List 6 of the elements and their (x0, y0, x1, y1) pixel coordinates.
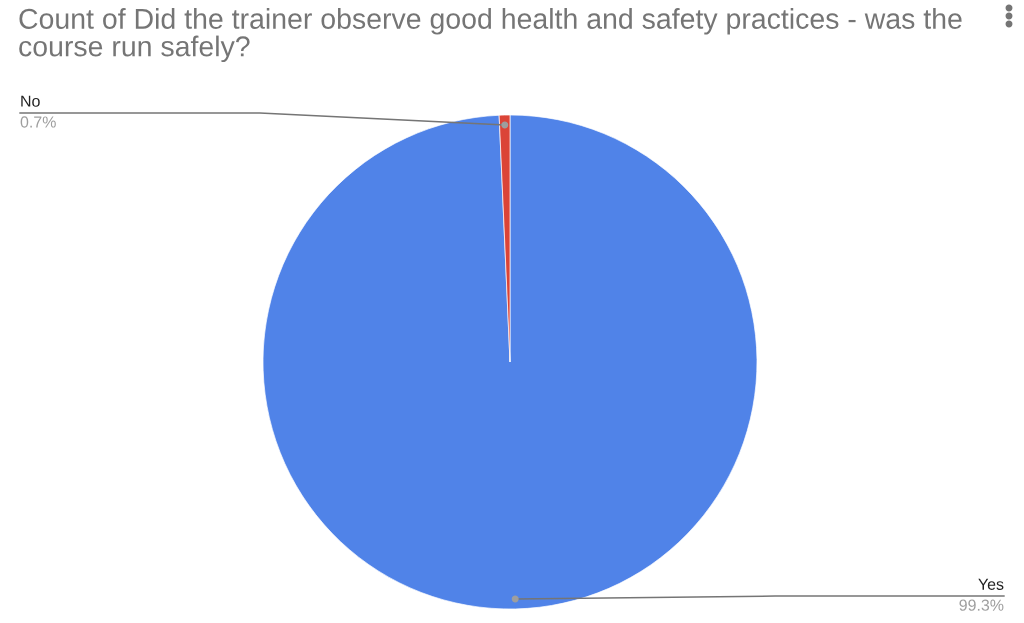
slice-label: Yes (978, 578, 1004, 590)
data-label: 99.3% (959, 599, 1004, 611)
pie-slice (262, 114, 758, 610)
chart-title: Count of Did the trainer observe good health and safety practices - was the course run safely? (19, 8, 962, 63)
data-label: 0.7% (20, 116, 56, 128)
slice-label: No (21, 95, 40, 107)
